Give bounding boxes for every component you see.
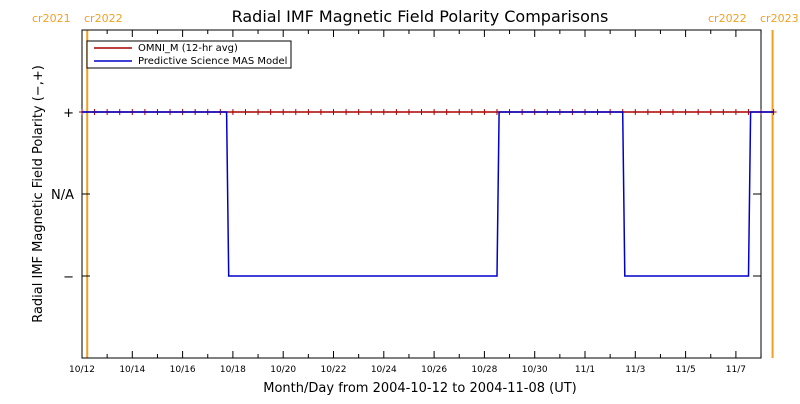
series-point-0 (632, 109, 639, 115)
cr-left-label-2: cr2022 (84, 12, 123, 25)
series-point-0 (305, 109, 312, 115)
x-tick-label: 10/26 (421, 365, 447, 375)
x-tick-label: 10/22 (321, 365, 347, 375)
series-point-0 (468, 109, 475, 115)
series-point-0 (720, 109, 727, 115)
y-tick-label: − (63, 270, 74, 285)
series-point-0 (707, 109, 714, 115)
plot-frame (81, 29, 762, 359)
cr-left-label-1: cr2021 (32, 12, 71, 25)
legend-label-omni: OMNI_M (12-hr avg) (138, 43, 238, 54)
series-point-0 (343, 109, 350, 115)
series-point-0 (443, 109, 450, 115)
cr-right-label-2: cr2023 (760, 12, 799, 25)
x-tick-label: 11/5 (675, 365, 695, 375)
series-point-0 (732, 109, 739, 115)
x-tick-label: 10/18 (220, 365, 246, 375)
x-tick-label: 10/12 (69, 365, 95, 375)
chart-title: Radial IMF Magnetic Field Polarity Compa… (232, 7, 609, 26)
series-point-0 (292, 109, 299, 115)
series-point-0 (229, 109, 236, 115)
series-point-0 (644, 109, 651, 115)
series-point-0 (695, 109, 702, 115)
series-point-0 (255, 109, 262, 115)
legend-box (86, 40, 292, 69)
x-tick-label: 10/28 (471, 365, 497, 375)
series-point-0 (418, 109, 425, 115)
series-point-0 (456, 109, 463, 115)
x-axis-label: Month/Day from 2004-10-12 to 2004-11-08 … (263, 381, 576, 396)
y-tick-label: + (63, 106, 74, 121)
series-point-0 (481, 109, 488, 115)
x-tick-label: 11/3 (625, 365, 645, 375)
series-point-0 (670, 109, 677, 115)
x-tick-label: 11/1 (575, 365, 595, 375)
series-point-0 (355, 109, 362, 115)
series-point-0 (242, 109, 249, 115)
series-line-1 (82, 111, 774, 277)
x-tick-label: 11/7 (726, 365, 746, 375)
y-axis-label: Radial IMF Magnetic Field Polarity (−,+) (31, 65, 46, 323)
x-tick-label: 10/16 (170, 365, 196, 375)
series-point-0 (267, 109, 274, 115)
series-point-0 (682, 109, 689, 115)
x-tick-label: 10/20 (270, 365, 296, 375)
series-point-0 (368, 109, 375, 115)
series-point-0 (280, 109, 287, 115)
legend: OMNI_M (12-hr avg) Predictive Science MA… (86, 40, 292, 69)
series-point-0 (380, 109, 387, 115)
series-point-0 (393, 109, 400, 115)
series-point-0 (330, 109, 337, 115)
cr-right-label-1: cr2022 (708, 12, 747, 25)
y-tick-label: N/A (51, 188, 74, 203)
series-point-0 (431, 109, 438, 115)
x-tick-label: 10/30 (522, 365, 548, 375)
series-point-0 (405, 109, 412, 115)
x-tick-label: 10/14 (119, 365, 145, 375)
series-point-0 (657, 109, 664, 115)
x-tick-label: 10/24 (371, 365, 397, 375)
series-point-0 (317, 109, 324, 115)
legend-label-mas: Predictive Science MAS Model (138, 56, 287, 67)
